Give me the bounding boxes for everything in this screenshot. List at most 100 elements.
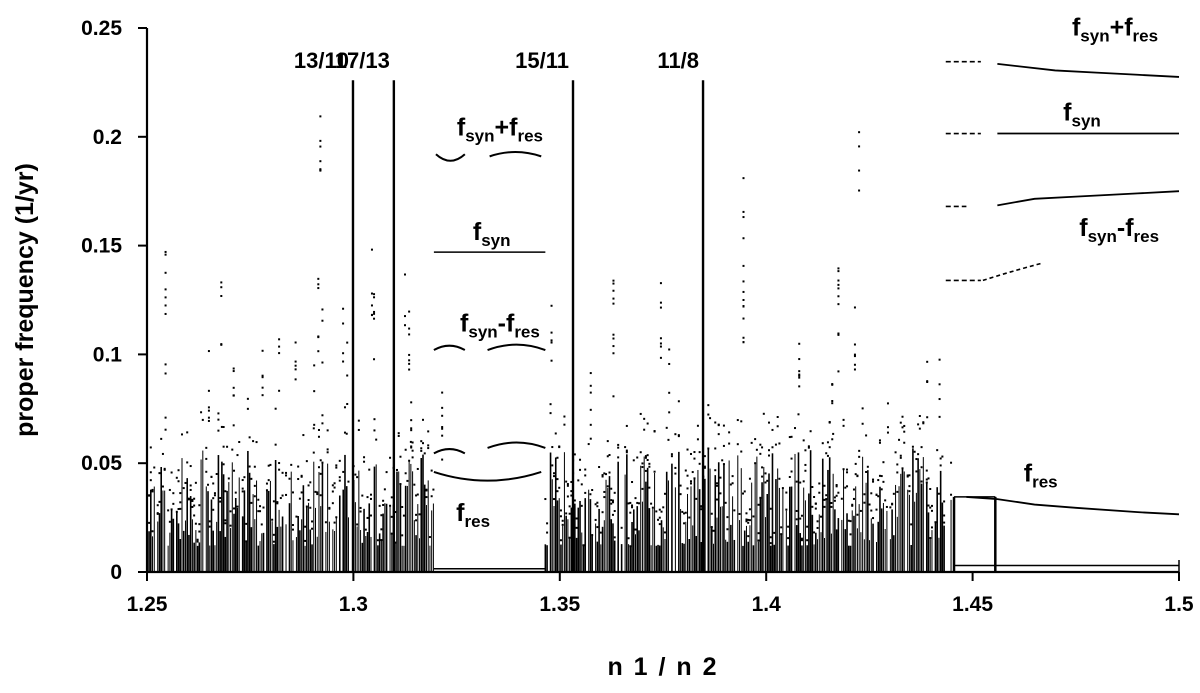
chaotic-point (686, 487, 689, 490)
chaotic-point (858, 449, 861, 452)
chaotic-point (826, 454, 829, 457)
chaotic-point (659, 306, 662, 309)
chaotic-point (825, 452, 828, 455)
chaotic-point (769, 542, 772, 545)
chaotic-point (913, 450, 916, 453)
chaotic-point (668, 411, 671, 414)
chaotic-point (659, 342, 662, 345)
chaotic-point (670, 453, 673, 456)
chaotic-point (707, 404, 710, 407)
chaotic-point (683, 512, 686, 515)
chaotic-point (307, 484, 310, 487)
chaotic-point (297, 478, 300, 481)
chaotic-point (858, 169, 861, 172)
chaotic-point (215, 473, 218, 476)
chaotic-point (285, 493, 288, 496)
chaotic-point (311, 527, 314, 530)
chaotic-point (930, 504, 933, 507)
y-tick-label: 0.2 (93, 126, 122, 149)
chaotic-point (828, 421, 831, 424)
chaotic-point (584, 468, 587, 471)
chaotic-point (689, 452, 692, 455)
chaotic-point (798, 342, 801, 345)
chaotic-point (641, 466, 644, 469)
chaotic-point (378, 504, 381, 507)
chaotic-point (858, 189, 861, 192)
chaotic-point (809, 430, 812, 433)
chaotic-point (259, 510, 262, 513)
chaotic-point (579, 458, 582, 461)
chaotic-point (248, 436, 251, 439)
chaotic-point (164, 288, 167, 291)
chaotic-point (551, 464, 554, 467)
chaotic-point (410, 445, 413, 448)
chaotic-point (158, 500, 161, 503)
chaotic-point (856, 513, 859, 516)
chaotic-point (587, 443, 590, 446)
chaotic-point (596, 505, 599, 508)
chaotic-point (335, 516, 338, 519)
chaotic-point (854, 462, 857, 465)
chaotic-point (776, 416, 779, 419)
chaotic-point (668, 348, 671, 351)
chaotic-point (343, 406, 346, 409)
chaotic-point (856, 475, 859, 478)
chaotic-point (653, 470, 656, 473)
chaotic-point (941, 455, 944, 458)
chaotic-point (747, 535, 750, 538)
chaotic-point (612, 302, 615, 305)
chaotic-point (601, 511, 604, 514)
chaotic-point (420, 440, 423, 443)
chaotic-point (865, 434, 868, 437)
frequency-label: fsyn (1063, 98, 1101, 130)
chaotic-point (764, 472, 767, 475)
chaotic-point (950, 493, 953, 496)
chaotic-point (742, 341, 745, 344)
chaotic-point (294, 368, 297, 371)
chaotic-point (918, 415, 921, 418)
chaotic-point (889, 506, 892, 509)
chaotic-point (317, 428, 320, 431)
y-tick-label: 0.15 (81, 235, 122, 258)
chaotic-point (641, 462, 644, 465)
chaotic-point (321, 308, 324, 311)
chaotic-point (620, 526, 623, 529)
chaotic-point (553, 475, 556, 478)
chaotic-point (342, 307, 345, 310)
chaotic-point (781, 487, 784, 490)
chaotic-point (847, 519, 850, 522)
chaotic-point (546, 522, 549, 525)
chaotic-point (164, 253, 167, 256)
chaotic-point (606, 440, 609, 443)
chaotic-point (939, 464, 942, 467)
chaotic-point (410, 427, 413, 430)
chaotic-point (603, 490, 606, 493)
chaotic-point (771, 428, 774, 431)
chaotic-point (742, 492, 745, 495)
chaotic-point (846, 471, 849, 474)
chaotic-point (823, 498, 826, 501)
chaotic-point (658, 516, 661, 519)
chaotic-point (220, 295, 223, 298)
chaotic-point (695, 497, 698, 500)
chaotic-point (755, 448, 758, 451)
chaotic-point (335, 464, 338, 467)
chaotic-point (670, 455, 673, 458)
chaotic-point (743, 490, 746, 493)
chaotic-point (608, 454, 611, 457)
chaotic-point (780, 526, 783, 529)
chaotic-point (232, 367, 235, 370)
chaotic-point (345, 432, 348, 435)
chaotic-point (762, 412, 765, 415)
chaotic-point (903, 441, 906, 444)
chaotic-point (313, 423, 316, 426)
chaotic-point (851, 504, 854, 507)
chaotic-point (842, 468, 845, 471)
chaotic-point (291, 524, 294, 527)
chaotic-point (915, 470, 918, 473)
x-tick-label: 1.35 (539, 593, 580, 616)
chaotic-point (658, 523, 661, 526)
chaotic-point (395, 468, 398, 471)
chaotic-point (179, 501, 182, 504)
chaotic-point (903, 430, 906, 433)
